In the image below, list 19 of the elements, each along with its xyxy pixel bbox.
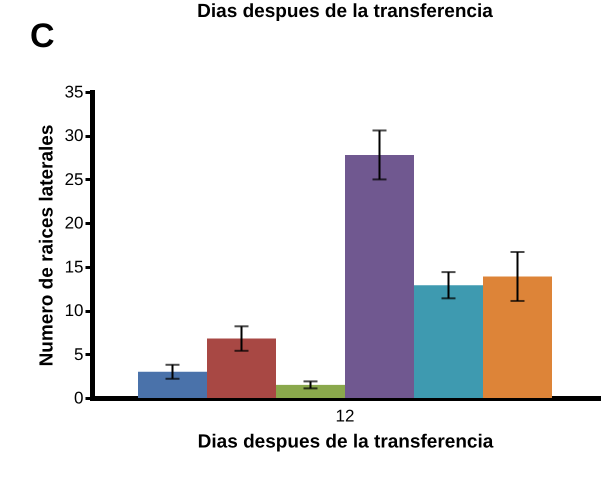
y-axis-title: Numero de raices laterales <box>36 124 58 366</box>
y-tick-label: 0 <box>74 388 84 408</box>
bar <box>414 285 483 398</box>
text: Dias despues de la transferencia <box>197 1 494 22</box>
y-tick-label: 20 <box>64 214 84 233</box>
y-tick-label: 10 <box>64 301 84 320</box>
y-tick-label: 5 <box>74 344 84 364</box>
x-tick-label: 12 <box>336 406 354 426</box>
bar <box>138 372 207 398</box>
x-axis-title: Dias despues de la transferencia <box>198 432 494 452</box>
bar <box>207 338 276 398</box>
y-tick-label: 30 <box>64 126 84 146</box>
y-tick-label: 35 <box>64 82 84 102</box>
bar <box>276 384 345 398</box>
bar <box>345 154 414 398</box>
y-tick-label: 25 <box>64 170 84 189</box>
y-tick-label: 15 <box>64 257 84 276</box>
bar <box>483 276 552 398</box>
chart-title: C <box>30 17 55 55</box>
